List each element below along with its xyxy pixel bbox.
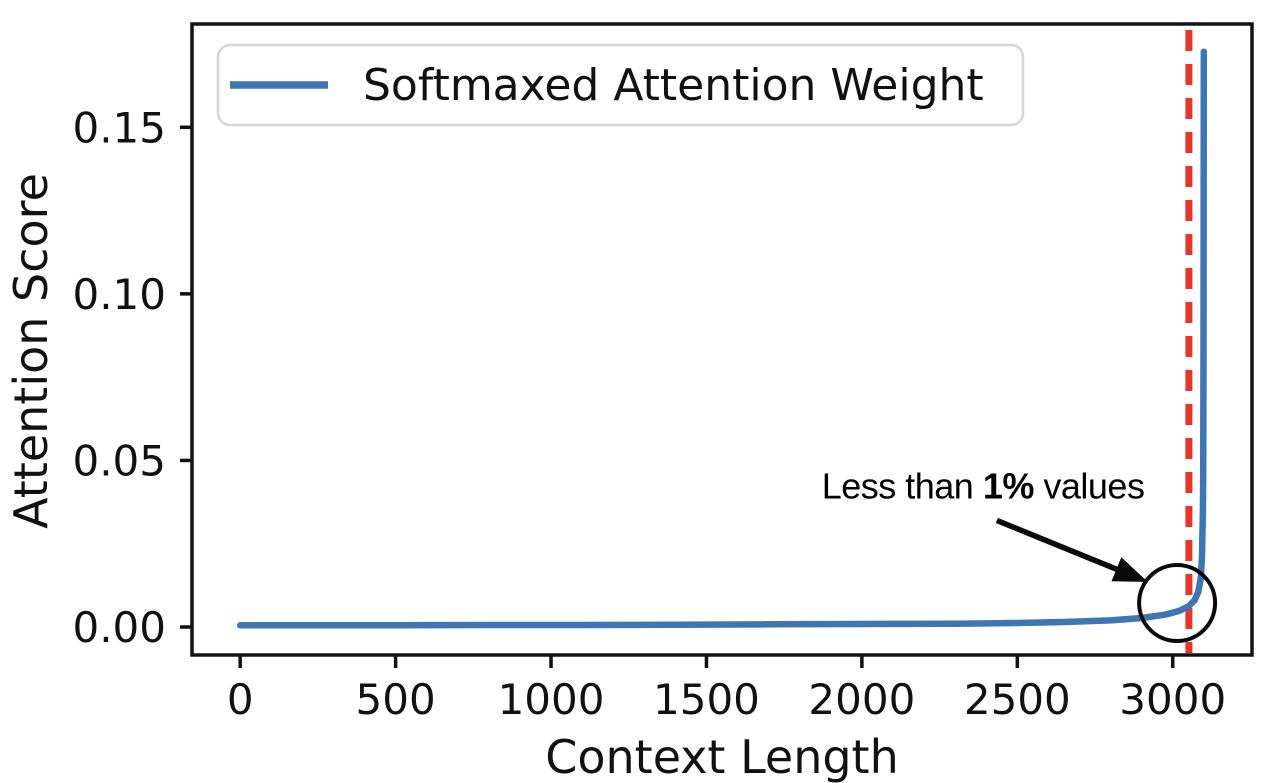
- x-tick-label: 500: [356, 675, 436, 724]
- y-tick-label: 0.00: [72, 603, 166, 652]
- annotation-text-prefix: Less than: [822, 465, 983, 506]
- x-tick-label: 3000: [1119, 675, 1226, 724]
- x-tick-label: 2500: [964, 675, 1071, 724]
- annotation-arrow-shaft: [995, 517, 1122, 574]
- y-axis-label: Attention Score: [4, 173, 58, 529]
- annotation-text-bold: 1%: [983, 465, 1035, 506]
- legend: Softmaxed Attention Weight: [216, 43, 1025, 127]
- y-tick-label: 0.05: [72, 436, 166, 485]
- x-tick-label: 1000: [498, 675, 605, 724]
- legend-frame: [216, 43, 1025, 127]
- y-tick-label: 0.15: [72, 103, 166, 152]
- attention-weight-line: [236, 48, 1208, 629]
- annotation-arrow-head: [1111, 557, 1148, 582]
- x-axis-label: Context Length: [545, 730, 899, 783]
- plot-border: [190, 22, 1254, 657]
- annotation-text-suffix: values: [1034, 465, 1145, 506]
- annotation-group: Less than 1% values: [822, 465, 1218, 643]
- highlight-circle: [1137, 563, 1218, 643]
- x-tick-label: 1500: [653, 675, 760, 724]
- y-tick-label: 0.10: [72, 270, 166, 319]
- annotation-text: Less than 1% values: [822, 465, 1145, 506]
- x-tick-label: 0: [227, 675, 254, 724]
- x-axis: 0 500 1000 1500 2000 2500 3000: [227, 655, 1226, 724]
- y-axis: 0.00 0.05 0.10 0.15: [72, 103, 192, 652]
- legend-entry-label: Softmaxed Attention Weight: [363, 60, 984, 111]
- x-tick-label: 2000: [808, 675, 915, 724]
